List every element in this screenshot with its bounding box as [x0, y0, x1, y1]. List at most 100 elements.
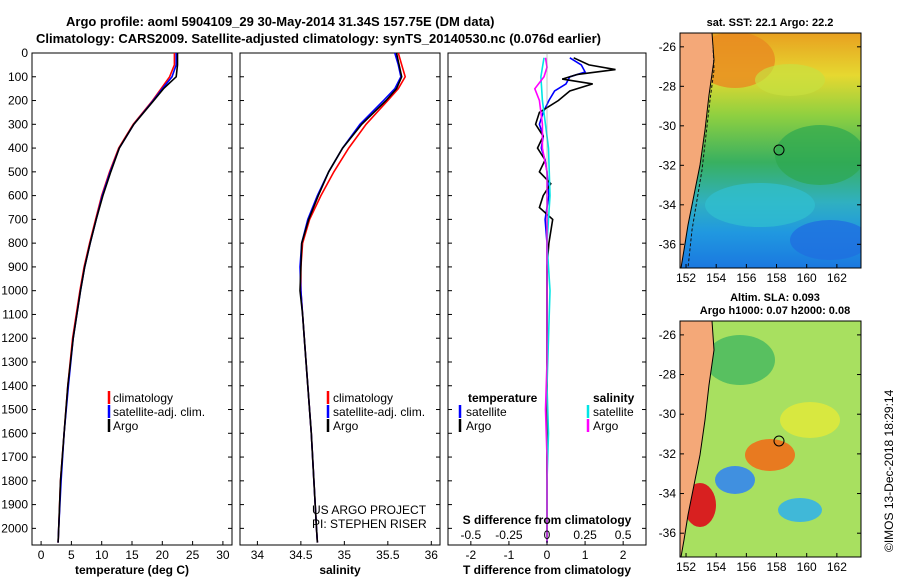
lat-tick-label: -36	[659, 237, 677, 251]
sst-yellow-patch	[755, 64, 825, 96]
x-tick-label: 36	[425, 548, 439, 562]
depth-tick-label: 1700	[1, 450, 28, 464]
credit-pi: PI: STEPHEN RISER	[312, 517, 427, 531]
x-tick-label: -2	[466, 548, 477, 562]
lat-tick-label: -26	[659, 328, 677, 342]
x-tick-label: 5	[68, 548, 75, 562]
salinity-panel-frame	[239, 52, 441, 546]
lon-tick-label: 154	[706, 560, 726, 574]
lon-tick-label: 160	[797, 560, 817, 574]
series-line-argo	[299, 52, 403, 543]
series-line-climatology	[57, 53, 176, 543]
depth-tick-label: 600	[8, 189, 28, 203]
s-difference-axis-label: S difference from climatology	[463, 513, 632, 527]
depth-tick-label: 200	[8, 94, 28, 108]
sst-cyan-patch	[705, 183, 815, 227]
sla-green-patch	[705, 335, 775, 385]
x-tick-label: 0	[544, 548, 551, 562]
map1-frame	[679, 32, 862, 269]
x-tick-label: 34	[251, 548, 265, 562]
lon-tick-label: 158	[767, 560, 787, 574]
s-diff-tick-label: 0.25	[573, 528, 597, 542]
lat-tick-label: -28	[659, 79, 677, 93]
sst-green-patch	[775, 125, 861, 185]
depth-tick-label: 1800	[1, 474, 28, 488]
depth-tick-label: 300	[8, 117, 28, 131]
imos-credit: ©IMOS 13-Dec-2018 18:29:14	[882, 389, 896, 552]
series-line-argo	[57, 53, 179, 543]
lon-tick-label: 152	[676, 271, 696, 285]
depth-tick-label: 1600	[1, 426, 28, 440]
legend-t-argo: Argo	[466, 419, 492, 433]
lon-tick-label: 154	[706, 271, 726, 285]
temperature-axis-label: temperature (deg C)	[75, 563, 189, 577]
difference-legend: temperature salinity satellite Argo sate…	[458, 391, 635, 433]
sst-warm-patch	[695, 33, 775, 88]
legend-climatology: climatology	[113, 391, 173, 405]
argo-position-marker	[773, 144, 785, 156]
lat-tick-label: -32	[659, 447, 677, 461]
s-diff-tick-label: -0.5	[461, 528, 482, 542]
x-tick-label: 35.5	[376, 548, 400, 562]
depth-tick-label: 1300	[1, 355, 28, 369]
argo-position-marker	[773, 435, 785, 447]
temperature-legend: climatology satellite-adj. clim. Argo	[107, 391, 205, 433]
lon-tick-label: 160	[797, 271, 817, 285]
map1-axes: -26 -28 -30 -32 -34 -36 152 154 156 158 160 162	[659, 40, 861, 285]
lat-tick-label: -28	[659, 368, 677, 382]
depth-tick-label: 900	[8, 260, 28, 274]
depth-tick-label: 1000	[1, 284, 28, 298]
lon-tick-label: 152	[676, 560, 696, 574]
sla-map	[680, 321, 861, 557]
lon-tick-label: 162	[827, 271, 847, 285]
x-tick-label: 20	[156, 548, 170, 562]
x-tick-label: 34.5	[289, 548, 313, 562]
map1-title: sat. SST: 22.1 Argo: 22.2	[707, 17, 834, 29]
lon-tick-label: 156	[736, 271, 756, 285]
sst-blue-patch	[790, 220, 861, 260]
x-tick-label: 25	[186, 548, 200, 562]
legend-satellite: satellite-adj. clim.	[333, 405, 425, 419]
lat-tick-label: -32	[659, 158, 677, 172]
header-line-2: Climatology: CARS2009. Satellite-adjuste…	[36, 31, 601, 46]
legend-temperature-title: temperature	[468, 391, 538, 405]
series-line-satellite-adj-clim-	[299, 52, 402, 543]
lon-tick-label: 156	[736, 560, 756, 574]
legend-satellite: satellite-adj. clim.	[113, 405, 205, 419]
sst-map	[680, 33, 861, 268]
legend-argo: Argo	[333, 419, 359, 433]
depth-tick-label: 400	[8, 141, 28, 155]
depth-tick-label: 1500	[1, 403, 28, 417]
depth-tick-label: 500	[8, 165, 28, 179]
legend-argo: Argo	[113, 419, 139, 433]
t-difference-axis-label: T difference from climatology	[463, 563, 631, 577]
credit-project: US ARGO PROJECT	[312, 503, 427, 517]
s-diff-tick-label: 0.5	[615, 528, 632, 542]
lat-tick-label: -30	[659, 119, 677, 133]
depth-tick-label: 2000	[1, 521, 28, 535]
salinity-series	[299, 52, 407, 543]
legend-s-argo: Argo	[593, 419, 619, 433]
x-axis-ticks: 0 5 10 15 20 25 30 34 34.5 35 35.5 36 -2 -1 0 1 2 -0.5 -0.…	[38, 528, 632, 562]
depth-tick-label: 100	[8, 70, 28, 84]
difference-series	[533, 53, 616, 545]
depth-tick-label: 1100	[2, 307, 28, 321]
x-tick-label: 15	[125, 548, 139, 562]
sla-orange-patch	[745, 439, 795, 471]
legend-salinity-title: salinity	[593, 391, 635, 405]
x-tick-label: 35	[338, 548, 352, 562]
x-tick-label: 1	[582, 548, 589, 562]
legend-t-satellite: satellite	[466, 405, 507, 419]
lat-tick-label: -34	[659, 487, 677, 501]
series-line-satellite-adj-clim-	[57, 53, 177, 543]
sla-blue-patch	[715, 466, 755, 494]
header-line-1: Argo profile: aoml 5904109_29 30-May-201…	[66, 14, 495, 29]
map2-title-1: Altim. SLA: 0.093	[730, 292, 820, 304]
lat-tick-label: -36	[659, 526, 677, 540]
depth-tick-label: 1200	[1, 331, 28, 345]
depth-tick-label: 0	[21, 46, 28, 60]
x-tick-label: 30	[216, 548, 230, 562]
depth-tick-label: 800	[8, 236, 28, 250]
lat-tick-label: -26	[659, 40, 677, 54]
